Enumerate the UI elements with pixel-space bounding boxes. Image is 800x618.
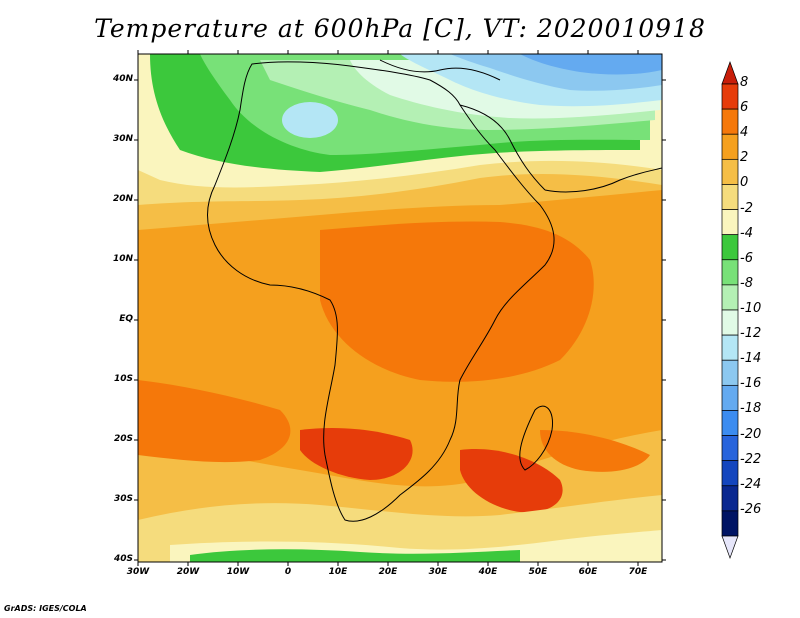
credit-text: GrADS: IGES/COLA	[4, 604, 87, 613]
lon-label-70e: 70E	[628, 567, 648, 577]
colorbar-label: -14	[740, 351, 762, 367]
lon-label-20w: 20W	[176, 567, 200, 577]
lon-label-30w: 30W	[126, 567, 150, 577]
colorbar-label: 4	[740, 125, 749, 141]
coastlines	[207, 59, 662, 522]
colorbar-box	[721, 410, 739, 436]
south-africa-hottest-1	[300, 428, 413, 480]
lat-label-40n: 40N	[112, 74, 133, 84]
colorbar-box	[721, 234, 739, 261]
colorbar-label: -18	[740, 401, 762, 417]
colorbar-box	[721, 309, 739, 336]
map-title: Temperature at 600hPa [C], VT: 202001091…	[94, 14, 706, 43]
colorbar-bottom-arrow	[721, 535, 739, 560]
colorbar-box	[721, 510, 739, 537]
colorbar-label: -12	[740, 326, 762, 342]
south-green-band	[190, 549, 520, 562]
colorbar-box	[721, 184, 739, 210]
colorbar-box	[721, 83, 739, 110]
lat-label-20s: 20S	[113, 434, 133, 444]
colorbar-box	[721, 259, 739, 286]
sahara-cold-core	[282, 102, 338, 138]
colorbar-box	[721, 133, 739, 160]
plot-frame	[137, 53, 663, 563]
indian-ocean-hot	[540, 430, 650, 472]
colorbar-label: -6	[740, 250, 753, 266]
lon-label-30e: 30E	[428, 567, 448, 577]
colorbar-box	[721, 359, 739, 386]
colorbar-label: -26	[740, 501, 762, 517]
colorbar-label: -4	[740, 225, 753, 241]
lon-label-10w: 10W	[226, 567, 250, 577]
lon-label-10e: 10E	[328, 567, 348, 577]
arabia-coastline	[459, 104, 546, 191]
colorbar-label: 8	[740, 75, 749, 90]
madagascar-coastline	[519, 405, 554, 471]
lat-label-20n: 20N	[112, 194, 133, 204]
south-africa-hottest-2	[460, 449, 563, 513]
north-deep-blue	[520, 54, 662, 75]
axis-ticks	[134, 50, 666, 566]
lon-label-20e: 20E	[378, 567, 398, 577]
lat-label-10n: 10N	[112, 254, 133, 264]
colorbar-box	[721, 209, 739, 236]
colorbar-label: 2	[740, 150, 749, 166]
colorbar	[721, 60, 739, 560]
atlantic-hot	[138, 380, 291, 463]
colorbar-label: 0	[740, 175, 749, 191]
lat-label-10s: 10S	[113, 374, 133, 384]
asia-coastline	[544, 167, 662, 193]
lon-label-0: 0	[284, 567, 292, 577]
lat-label-40s: 40S	[113, 554, 133, 564]
lon-label-60e: 60E	[578, 567, 598, 577]
lat-label-30n: 30N	[112, 134, 133, 144]
colorbar-label: -8	[740, 275, 753, 291]
colorbar-label: 6	[740, 100, 749, 116]
lat-label-30s: 30S	[113, 494, 133, 504]
colorbar-label: -24	[740, 476, 762, 492]
colorbar-label: -22	[740, 451, 762, 467]
colorbar-label: -10	[740, 301, 762, 316]
lat-label-eq: EQ	[119, 314, 133, 324]
colorbar-box	[721, 435, 739, 462]
colorbar-label: -20	[740, 426, 762, 442]
colorbar-label: -2	[740, 200, 753, 216]
colorbar-box	[721, 284, 739, 311]
colorbar-label: -16	[740, 376, 762, 392]
colorbar-box	[721, 485, 739, 512]
colorbar-box	[721, 460, 739, 487]
colorbar-top-arrow	[721, 60, 739, 85]
lon-label-40e: 40E	[478, 567, 498, 577]
colorbar-box	[721, 334, 739, 361]
lon-label-50e: 50E	[528, 567, 548, 577]
temperature-shading	[138, 54, 662, 562]
colorbar-box	[721, 108, 739, 135]
central-africa-hot	[320, 221, 594, 382]
colorbar-box	[721, 158, 739, 185]
mediterranean-coastline	[379, 59, 501, 81]
colorbar-box	[721, 384, 739, 411]
